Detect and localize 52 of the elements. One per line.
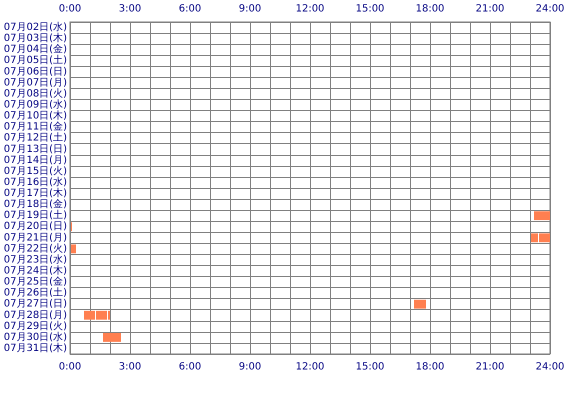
x-tick-label: 0:00 [58,362,82,372]
y-tick-label: 07月27日(日) [4,298,68,310]
bar [414,300,426,309]
y-tick-label: 07月11日(金) [4,120,68,133]
x2-tick-label: 0:00 [58,4,82,14]
y-tick-label: 07月02日(水) [4,21,68,34]
x-tick-label: 6:00 [178,362,202,372]
y-tick-label: 07月08日(火) [4,87,68,100]
y-tick-label: 07月29日(火) [4,320,68,332]
y-tick-label: 07月10日(木) [4,110,68,122]
y-tick-label: 07月21日(月) [4,232,68,244]
y-tick-label: 07月16日(水) [4,176,68,188]
y-tick-label: 07月23日(水) [4,253,68,266]
y-tick-label: 07月14日(月) [4,154,68,166]
y-tick-label: 07月24日(木) [4,264,68,276]
x-tick-label: 24:00 [536,362,564,372]
y-tick-label: 07月28日(月) [4,310,68,321]
y-tick-label: 07月31日(木) [4,342,68,354]
y-tick-label: 07月05日(土) [4,54,68,66]
bar [71,244,76,254]
bar [103,332,121,342]
y-tick-label: 07月09日(水) [4,98,68,110]
x-tick-label: 15:00 [356,362,384,372]
y-tick-label: 07月22日(火) [4,242,68,254]
x2-tick-label: 24:00 [536,4,564,14]
y-tick-label: 07月06日(日) [4,66,68,78]
bar [534,211,550,220]
y-tick-label: 07月26日(土) [4,286,68,299]
x-tick-label: 21:00 [476,362,504,372]
x2-tick-label: 18:00 [416,4,444,14]
x2-tick-label: 3:00 [118,4,142,14]
x-tick-label: 3:00 [118,362,142,372]
y-tick-label: 07月03日(木) [4,32,68,44]
y-tick-label: 07月12日(土) [4,132,68,144]
y-tick-label: 07月04日(金) [4,43,68,56]
x2-tick-label: 12:00 [296,4,324,14]
y-tick-label: 07月25日(金) [4,276,68,288]
x2-tick-label: 9:00 [238,4,262,14]
y-tick-label: 07月17日(木) [4,187,68,200]
y-tick-label: 07月13日(日) [4,144,68,155]
y-tick-label: 07月19日(土) [4,209,68,222]
y-tick-label: 07月30日(水) [4,330,68,343]
x2-tick-label: 21:00 [476,4,504,14]
y-tick-label: 07月15日(火) [4,164,68,177]
x-tick-label: 12:00 [296,362,324,372]
x-tick-label: 9:00 [238,362,262,372]
x2-tick-label: 15:00 [356,4,384,14]
y-tick-label: 07月20日(日) [4,221,68,232]
y-tick-label: 07月18日(金) [4,198,68,210]
x-tick-label: 18:00 [416,362,444,372]
y-tick-label: 07月07日(月) [4,77,68,88]
x2-tick-label: 6:00 [178,4,202,14]
